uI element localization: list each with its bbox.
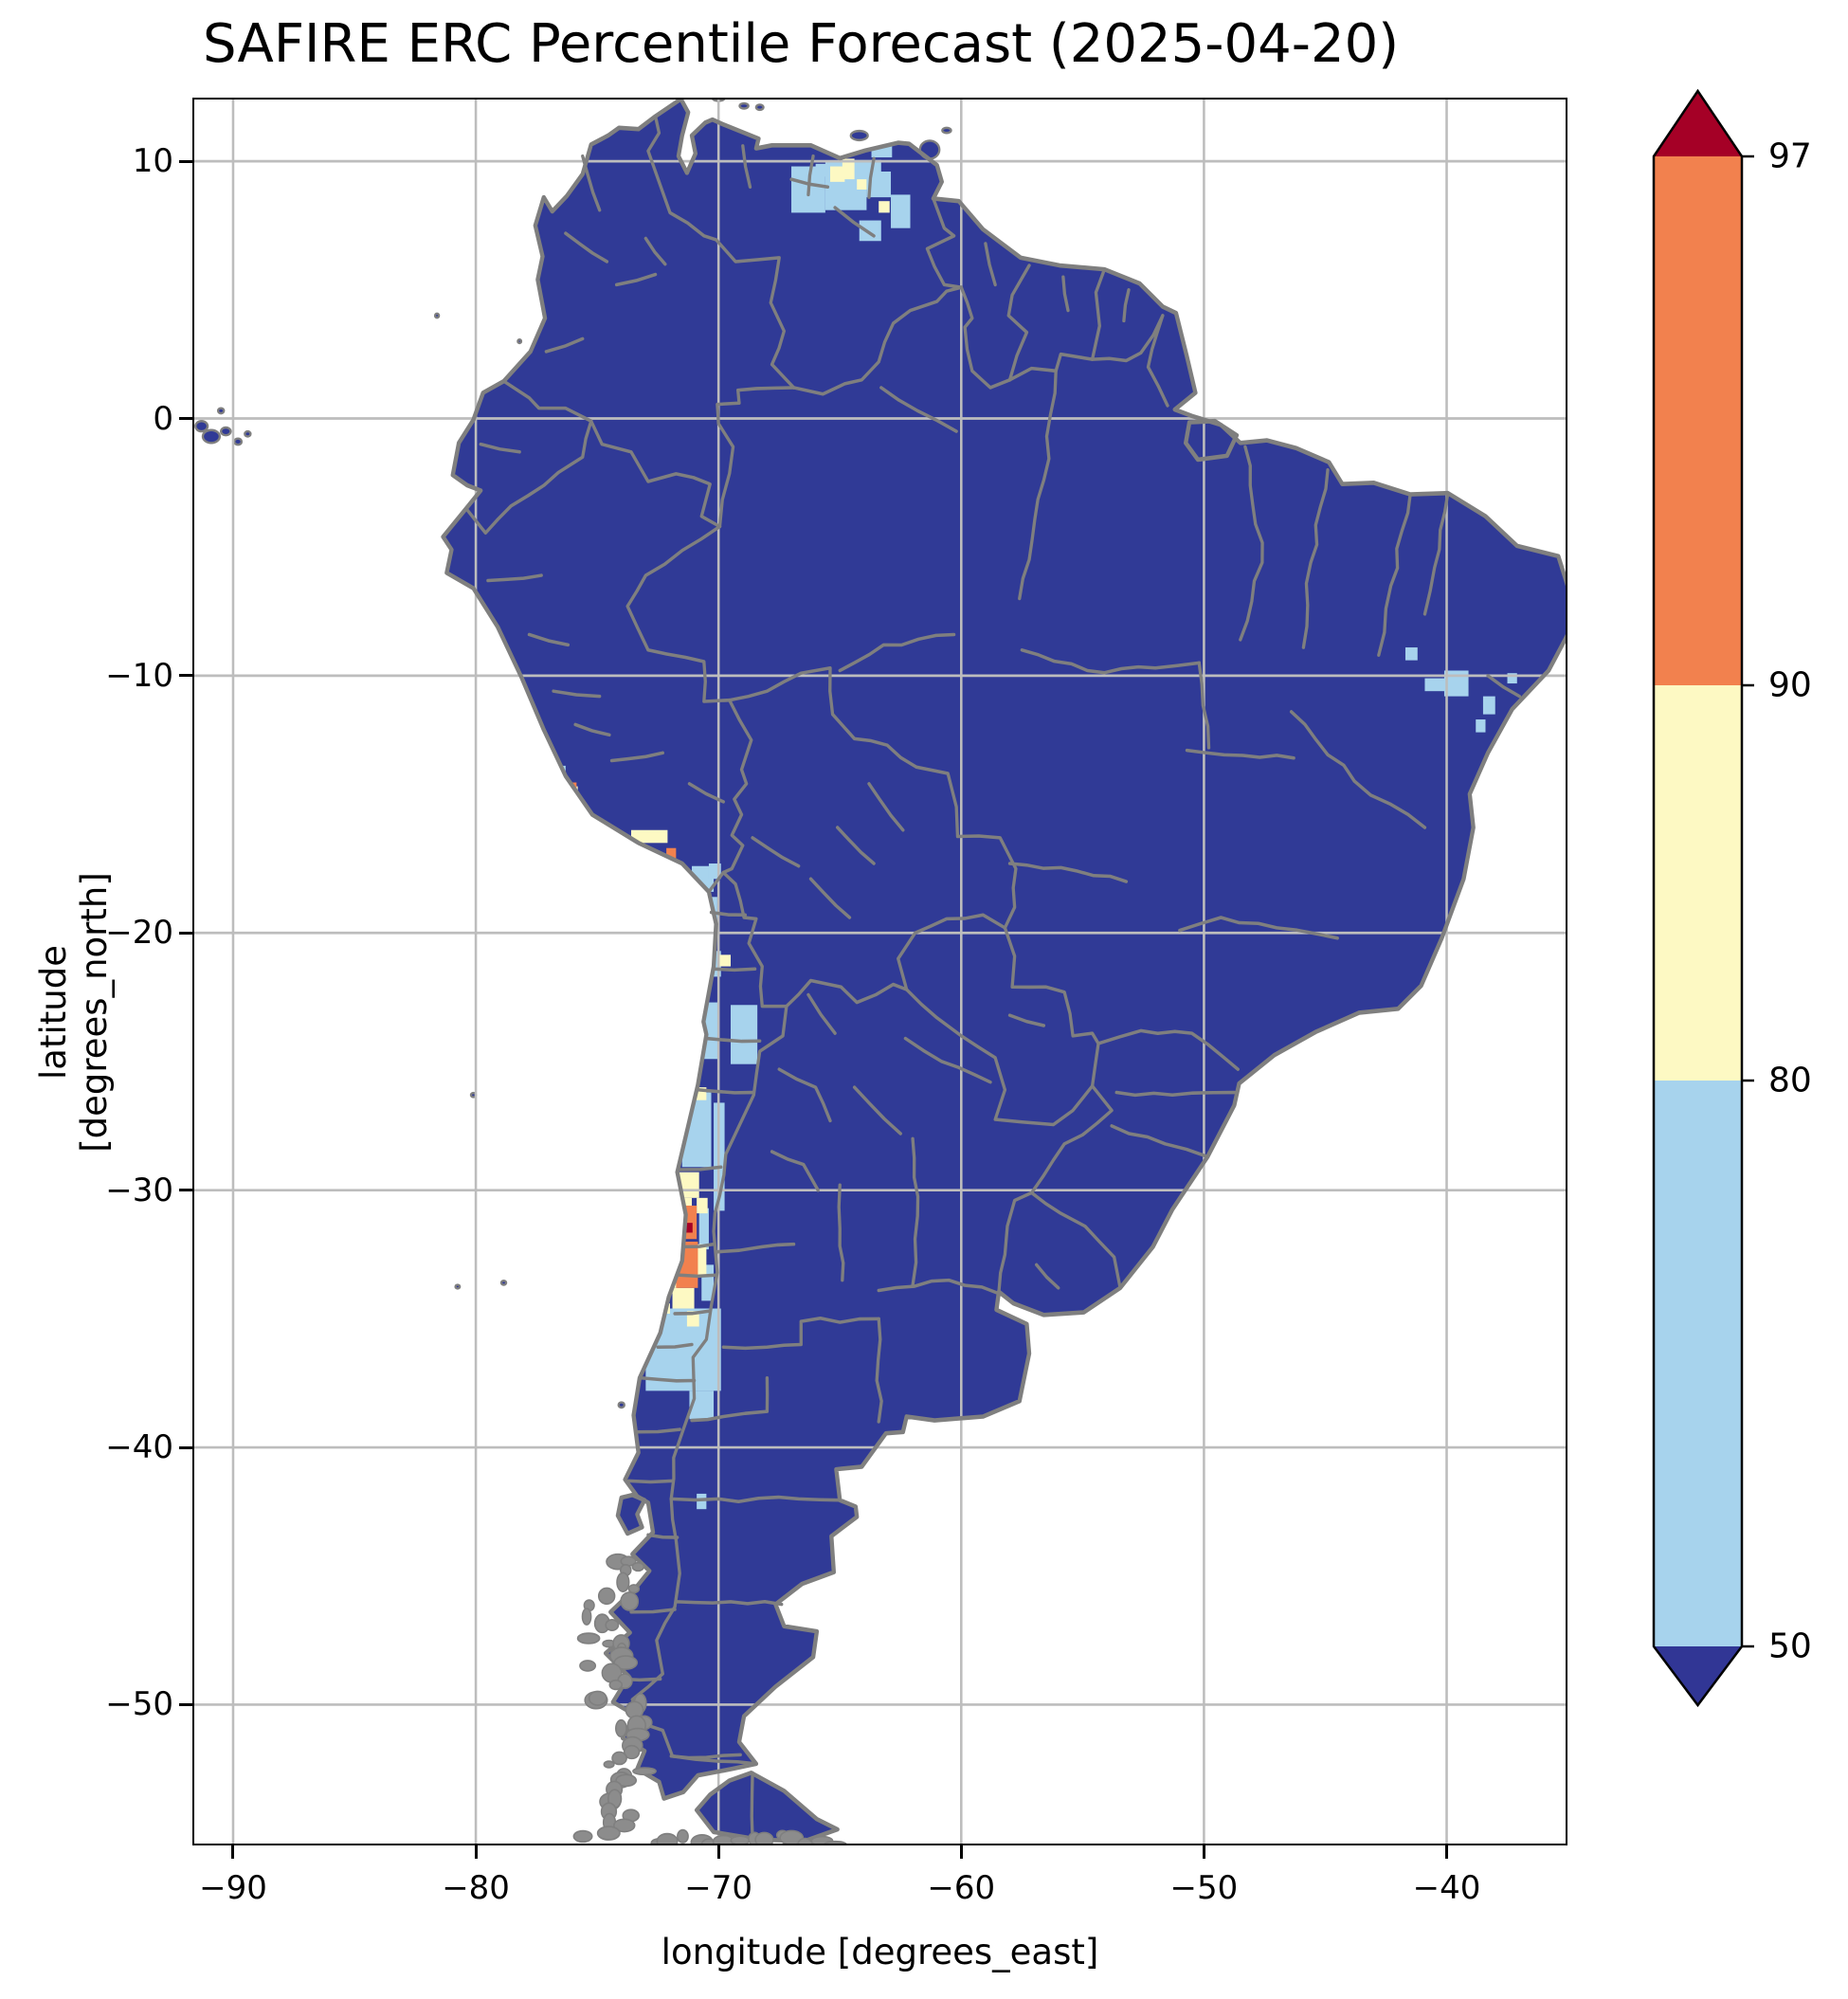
y-tick-label: −30 <box>105 1171 173 1209</box>
gridlines <box>193 99 1566 1844</box>
y-tick-label: −20 <box>105 914 173 953</box>
colorbar-tick-label: 90 <box>1768 665 1812 705</box>
x-tick-mark <box>1445 1845 1448 1859</box>
x-tick-mark <box>959 1845 963 1859</box>
south-america-map <box>193 99 1566 1844</box>
colorbar <box>1652 88 1754 1708</box>
y-axis-label: latitude [degrees_north] <box>33 872 115 1153</box>
x-tick-label: −40 <box>1412 1869 1481 1907</box>
colorbar-tick-label: 50 <box>1768 1626 1812 1666</box>
x-tick-mark <box>1202 1845 1205 1859</box>
y-tick-label: −10 <box>105 656 173 695</box>
y-tick-label: −50 <box>105 1685 173 1724</box>
y-tick-mark <box>179 1702 192 1706</box>
x-tick-label: −60 <box>927 1869 996 1907</box>
admin-borders <box>463 114 1521 1840</box>
x-tick-label: −90 <box>199 1869 267 1907</box>
x-axis-label: longitude [degrees_east] <box>661 1932 1099 1972</box>
y-tick-mark <box>179 417 192 421</box>
y-tick-mark <box>179 1445 192 1449</box>
y-tick-mark <box>179 931 192 935</box>
map-plot <box>191 97 1567 1845</box>
fjord-islands <box>572 1553 847 1844</box>
y-tick-mark <box>179 159 192 163</box>
plot-title: SAFIRE ERC Percentile Forecast (2025-04-… <box>202 13 1400 75</box>
x-tick-label: −80 <box>442 1869 510 1907</box>
land-fill <box>193 99 1566 1841</box>
colorbar-tick-label: 80 <box>1768 1061 1812 1100</box>
x-tick-mark <box>716 1845 720 1859</box>
x-tick-label: −70 <box>684 1869 753 1907</box>
x-tick-label: −50 <box>1169 1869 1239 1907</box>
x-tick-mark <box>231 1845 235 1859</box>
y-tick-label: 0 <box>153 399 173 438</box>
y-tick-mark <box>179 1189 192 1192</box>
colorbar-tick-label: 97 <box>1768 136 1812 176</box>
x-tick-mark <box>474 1845 478 1859</box>
y-tick-label: 10 <box>132 142 173 181</box>
y-tick-label: −40 <box>105 1428 173 1467</box>
y-tick-mark <box>179 674 192 678</box>
